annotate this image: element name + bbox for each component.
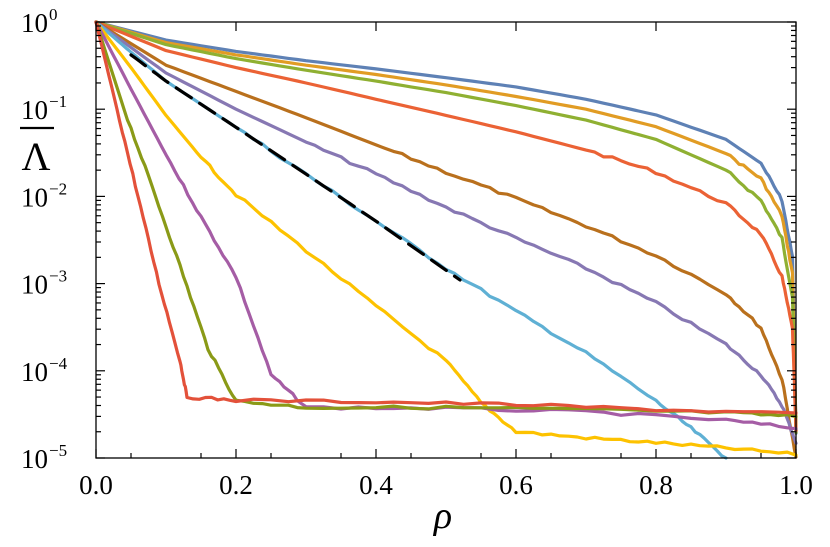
series-line-4 <box>94 20 798 433</box>
x-axis-label: ρ <box>433 495 452 537</box>
series-line-6 <box>94 20 798 445</box>
series-line-12 <box>94 20 798 415</box>
y-tick-exponent: 0 <box>49 5 58 24</box>
y-tick-label: 10 <box>21 357 48 387</box>
y-tick-exponent: −3 <box>49 267 67 286</box>
y-tick-label: 10 <box>21 182 48 212</box>
y-tick-exponent: −5 <box>49 441 67 460</box>
series-line-10 <box>94 20 798 431</box>
x-tick-label: 0.4 <box>359 470 393 500</box>
y-axis-label: Λ <box>21 134 50 179</box>
x-tick-label: 0.6 <box>499 470 533 500</box>
series-layer <box>94 20 798 460</box>
series-line-3 <box>94 20 798 435</box>
y-tick-exponent: −2 <box>49 179 67 198</box>
x-tick-label: 0.0 <box>79 470 113 500</box>
series-line-9 <box>94 20 798 457</box>
x-tick-label: 0.8 <box>639 470 673 500</box>
y-tick-label: 10 <box>21 444 48 474</box>
series-line-1 <box>94 20 798 435</box>
y-tick-exponent: −4 <box>49 354 68 373</box>
y-tick-label: 10 <box>21 8 48 38</box>
x-tick-label: 0.2 <box>219 470 253 500</box>
frame-layer <box>95 21 797 459</box>
y-tick-label: 10 <box>21 270 48 300</box>
y-axis-label-group: Λ <box>20 126 54 179</box>
y-tick-exponent: −1 <box>49 92 67 111</box>
series-line-5 <box>94 20 798 459</box>
x-tick-label: 1.0 <box>779 470 813 500</box>
series-line-2 <box>94 20 798 433</box>
plot-frame <box>95 21 797 459</box>
series-line-8 <box>129 53 462 282</box>
y-tick-label: 10 <box>21 95 48 125</box>
